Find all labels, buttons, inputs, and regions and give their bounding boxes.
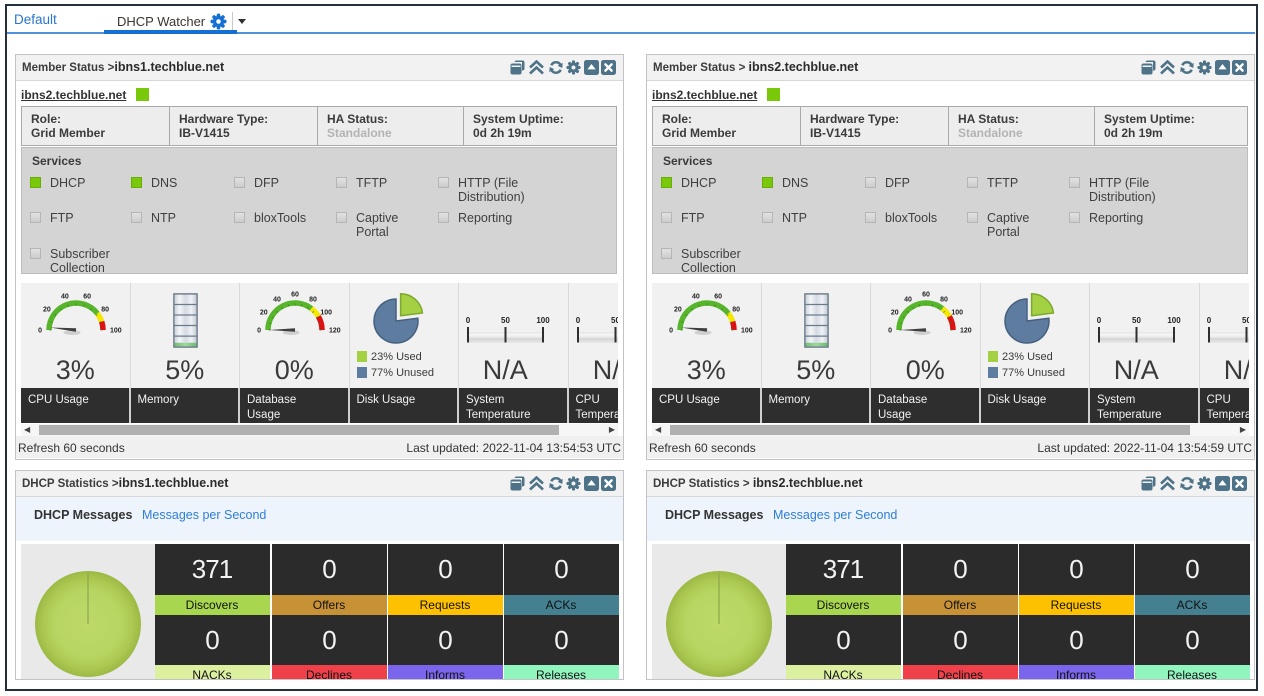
svg-text:60: 60 <box>922 292 930 299</box>
svg-text:120: 120 <box>960 328 972 335</box>
svg-text:50: 50 <box>611 316 618 325</box>
svg-text:40: 40 <box>61 293 69 300</box>
svg-text:0: 0 <box>38 328 42 335</box>
svg-text:20: 20 <box>43 306 51 313</box>
svg-text:100: 100 <box>536 316 550 325</box>
svg-text:80: 80 <box>101 306 109 313</box>
svg-text:100: 100 <box>951 310 963 317</box>
svg-text:0: 0 <box>669 328 673 335</box>
svg-text:100: 100 <box>741 328 753 335</box>
svg-text:60: 60 <box>714 293 722 300</box>
svg-text:60: 60 <box>83 293 91 300</box>
svg-text:80: 80 <box>309 296 317 303</box>
svg-text:0: 0 <box>257 328 261 335</box>
svg-text:100: 100 <box>320 310 332 317</box>
svg-text:80: 80 <box>940 296 948 303</box>
svg-text:0: 0 <box>1097 316 1102 325</box>
svg-text:20: 20 <box>891 310 899 317</box>
svg-text:0: 0 <box>1206 316 1211 325</box>
svg-text:60: 60 <box>291 292 299 299</box>
svg-text:40: 40 <box>692 293 700 300</box>
svg-text:100: 100 <box>110 328 122 335</box>
svg-text:0: 0 <box>575 316 580 325</box>
svg-text:120: 120 <box>329 328 341 335</box>
svg-text:80: 80 <box>732 306 740 313</box>
svg-text:0: 0 <box>466 316 471 325</box>
svg-text:20: 20 <box>674 306 682 313</box>
svg-text:50: 50 <box>1132 316 1141 325</box>
svg-text:0: 0 <box>888 328 892 335</box>
svg-text:50: 50 <box>501 316 510 325</box>
svg-text:100: 100 <box>1167 316 1181 325</box>
svg-text:40: 40 <box>904 296 912 303</box>
svg-text:20: 20 <box>260 310 268 317</box>
svg-text:40: 40 <box>273 296 281 303</box>
svg-text:50: 50 <box>1242 316 1249 325</box>
